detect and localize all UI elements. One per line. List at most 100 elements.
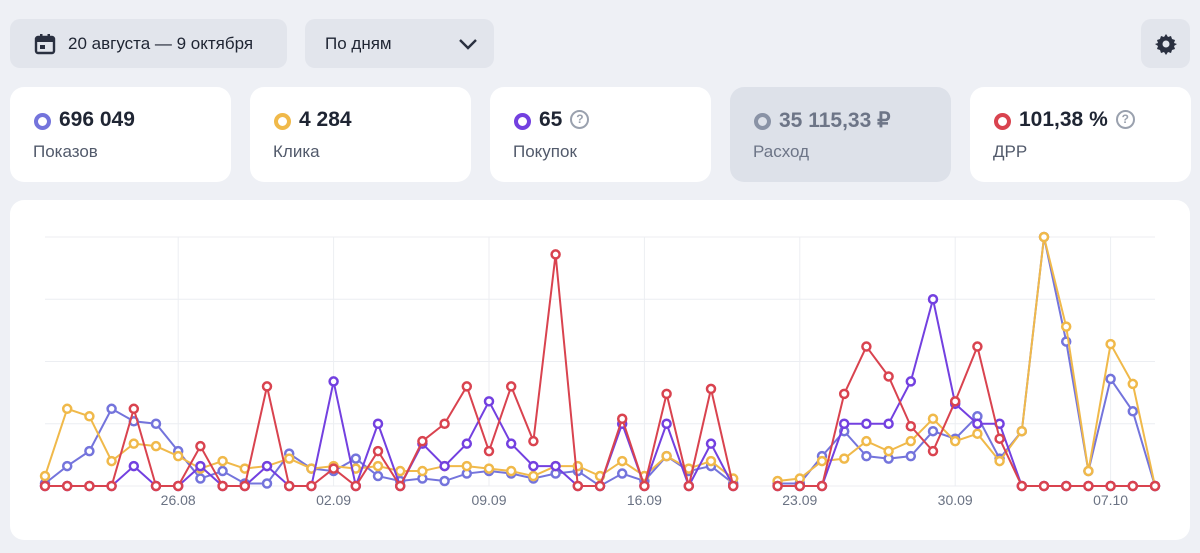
point bbox=[661, 388, 672, 400]
metric-label: Клика bbox=[273, 142, 320, 161]
point bbox=[306, 480, 317, 492]
point bbox=[61, 460, 73, 472]
point bbox=[261, 460, 273, 472]
metric-value-text: 696 049 bbox=[59, 108, 135, 131]
point bbox=[861, 450, 872, 462]
point bbox=[1127, 406, 1139, 417]
x-tick-label: 23.09 bbox=[782, 492, 817, 508]
point bbox=[1105, 480, 1116, 492]
point bbox=[1038, 231, 1050, 243]
point bbox=[727, 480, 739, 492]
point bbox=[461, 381, 473, 392]
point bbox=[772, 480, 783, 492]
metric-card[interactable]: 35 115,33 ₽ Расход bbox=[730, 87, 951, 182]
x-tick-label: 26.08 bbox=[161, 492, 196, 508]
point bbox=[505, 465, 517, 477]
point bbox=[372, 418, 384, 429]
point bbox=[905, 450, 917, 462]
date-picker[interactable]: 20 августа — 9 октября bbox=[10, 19, 287, 68]
metric-card[interactable]: 101,38 %? ДРР bbox=[970, 87, 1191, 182]
point bbox=[505, 438, 517, 449]
point bbox=[905, 420, 917, 432]
point bbox=[550, 249, 561, 260]
point bbox=[483, 396, 495, 407]
point bbox=[283, 453, 295, 464]
point bbox=[84, 445, 95, 457]
point bbox=[372, 470, 384, 482]
point bbox=[661, 450, 672, 462]
point bbox=[927, 445, 939, 457]
chevron bbox=[459, 38, 477, 50]
point bbox=[861, 341, 872, 352]
metric-card[interactable]: 696 049 Показов bbox=[10, 87, 231, 182]
metric-value-text: 65 bbox=[539, 108, 563, 131]
point bbox=[949, 435, 961, 447]
point bbox=[883, 418, 894, 429]
metric-marker bbox=[514, 113, 531, 130]
metric-label: Покупок bbox=[513, 142, 577, 161]
metric-value-text: 4 284 bbox=[299, 108, 352, 131]
point bbox=[1083, 465, 1094, 477]
point bbox=[1105, 373, 1116, 385]
point bbox=[128, 438, 140, 449]
help-icon[interactable]: ? bbox=[570, 110, 590, 129]
point bbox=[528, 460, 539, 472]
point bbox=[39, 470, 51, 482]
point bbox=[683, 480, 695, 492]
point bbox=[84, 411, 95, 422]
point bbox=[972, 418, 983, 429]
point bbox=[616, 468, 628, 479]
point bbox=[172, 480, 184, 492]
help-icon[interactable]: ? bbox=[1115, 110, 1135, 129]
metric-value: 4 284 bbox=[299, 108, 352, 132]
point bbox=[150, 480, 162, 492]
point bbox=[195, 460, 206, 472]
point bbox=[128, 460, 140, 472]
metric-card[interactable]: 4 284 Клика bbox=[250, 87, 471, 182]
point bbox=[572, 480, 584, 492]
point bbox=[528, 435, 539, 447]
settings-button[interactable] bbox=[1141, 19, 1190, 68]
point bbox=[461, 438, 473, 449]
point bbox=[1060, 480, 1072, 492]
point bbox=[372, 445, 384, 457]
point bbox=[1149, 480, 1161, 492]
point bbox=[994, 433, 1005, 444]
chart: 26.08 02.09 09.09 16.09 23.09 30.09 07.10 bbox=[39, 231, 1161, 508]
metric-value-text: 101,38 % bbox=[1019, 108, 1108, 131]
point bbox=[816, 480, 828, 492]
date-range: 20 августа — 9 октября bbox=[68, 33, 254, 53]
metric-value: 101,38 %? bbox=[1019, 108, 1135, 132]
point bbox=[1060, 321, 1072, 332]
point bbox=[1105, 338, 1116, 350]
calendar-icon bbox=[34, 33, 56, 54]
point bbox=[239, 480, 251, 492]
gear-icon bbox=[1154, 33, 1177, 55]
metric-value: 696 049 bbox=[59, 108, 135, 132]
point bbox=[106, 480, 117, 492]
metric-label: Расход bbox=[753, 142, 810, 161]
point bbox=[150, 440, 162, 452]
point bbox=[1038, 480, 1050, 492]
point bbox=[217, 480, 228, 492]
grouping-select[interactable]: По дням bbox=[305, 19, 494, 68]
point bbox=[439, 418, 450, 429]
point bbox=[350, 453, 362, 464]
point bbox=[1016, 480, 1028, 492]
grouping: По дням bbox=[325, 33, 392, 53]
point bbox=[927, 413, 939, 425]
point bbox=[372, 460, 384, 472]
point bbox=[949, 396, 961, 407]
point bbox=[905, 435, 917, 447]
point bbox=[328, 376, 339, 387]
metric-card[interactable]: 65? Покупок bbox=[490, 87, 711, 182]
metric-label: ДРР bbox=[993, 142, 1028, 161]
metric-label: Показов bbox=[33, 142, 98, 161]
point bbox=[838, 388, 850, 400]
metric-marker bbox=[274, 113, 291, 130]
point bbox=[661, 418, 672, 429]
point bbox=[106, 455, 117, 467]
point bbox=[1083, 480, 1094, 492]
series-line bbox=[45, 254, 1155, 490]
x-tick-label: 30.09 bbox=[938, 492, 973, 508]
